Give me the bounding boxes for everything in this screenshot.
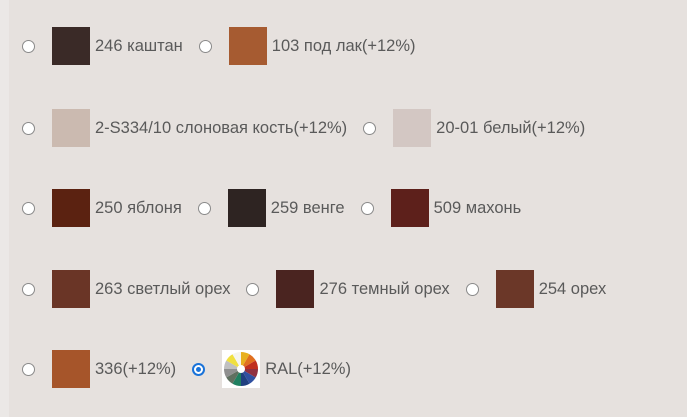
option-row: 246 каштан 103 под лак(+12%) bbox=[22, 26, 432, 66]
radio-button[interactable] bbox=[198, 39, 212, 53]
color-option[interactable]: 246 каштан bbox=[22, 27, 183, 65]
option-row: 336(+12%) RAL(+12%) bbox=[22, 349, 367, 389]
color-swatch bbox=[390, 189, 429, 227]
option-label: RAL(+12%) bbox=[265, 359, 351, 378]
option-label: 254 орех bbox=[538, 279, 607, 298]
color-option[interactable]: 263 светлый орех bbox=[22, 270, 230, 308]
option-row: 250 яблоня 259 венге 509 махонь bbox=[22, 188, 537, 228]
option-label: 2-S334/10 слоновая кость(+12%) bbox=[95, 118, 348, 137]
option-row: 263 светлый орех 276 темный орех 254 орех bbox=[22, 269, 622, 309]
option-label: 246 каштан bbox=[95, 36, 183, 55]
radio-button[interactable] bbox=[22, 282, 35, 296]
color-swatch bbox=[228, 27, 267, 65]
radio-button[interactable] bbox=[22, 362, 35, 376]
option-label: 20-01 белый(+12%) bbox=[436, 118, 586, 137]
ral-fan-icon bbox=[222, 350, 261, 388]
color-swatch bbox=[52, 27, 90, 65]
radio-button[interactable] bbox=[22, 201, 35, 215]
color-swatch bbox=[393, 109, 432, 147]
radio-button[interactable] bbox=[192, 362, 206, 376]
color-option[interactable]: 509 махонь bbox=[360, 189, 522, 227]
option-label: 103 под лак(+12%) bbox=[271, 36, 416, 55]
color-swatch bbox=[52, 350, 90, 388]
radio-button[interactable] bbox=[246, 282, 260, 296]
color-swatch bbox=[276, 270, 315, 308]
color-option[interactable]: 276 темный орех bbox=[246, 270, 450, 308]
radio-button[interactable] bbox=[22, 39, 35, 53]
color-swatch bbox=[52, 109, 90, 147]
option-label: 509 махонь bbox=[433, 198, 522, 217]
radio-button[interactable] bbox=[465, 282, 479, 296]
option-label: 259 венге bbox=[270, 198, 345, 217]
radio-button[interactable] bbox=[363, 121, 377, 135]
color-option[interactable]: 259 венге bbox=[197, 189, 345, 227]
color-option[interactable]: 103 под лак(+12%) bbox=[198, 27, 416, 65]
left-edge bbox=[0, 0, 9, 417]
radio-button[interactable] bbox=[360, 201, 374, 215]
color-swatch bbox=[52, 270, 90, 308]
color-swatch bbox=[52, 189, 90, 227]
color-option[interactable]: 20-01 белый(+12%) bbox=[363, 109, 585, 147]
option-label: 263 светлый орех bbox=[95, 279, 231, 298]
color-swatch bbox=[227, 189, 266, 227]
option-label: 276 темный орех bbox=[319, 279, 450, 298]
color-swatch bbox=[495, 270, 534, 308]
color-option[interactable]: 254 орех bbox=[465, 270, 607, 308]
option-label: 250 яблоня bbox=[95, 198, 182, 217]
radio-button[interactable] bbox=[197, 201, 211, 215]
radio-button[interactable] bbox=[22, 121, 35, 135]
color-option[interactable]: 336(+12%) bbox=[22, 350, 176, 388]
color-option[interactable]: RAL(+12%) bbox=[192, 350, 351, 388]
color-option[interactable]: 250 яблоня bbox=[22, 189, 182, 227]
option-row: 2-S334/10 слоновая кость(+12%) 20-01 белы… bbox=[22, 108, 601, 148]
option-label: 336(+12%) bbox=[95, 359, 177, 378]
color-option[interactable]: 2-S334/10 слоновая кость(+12%) bbox=[22, 109, 347, 147]
